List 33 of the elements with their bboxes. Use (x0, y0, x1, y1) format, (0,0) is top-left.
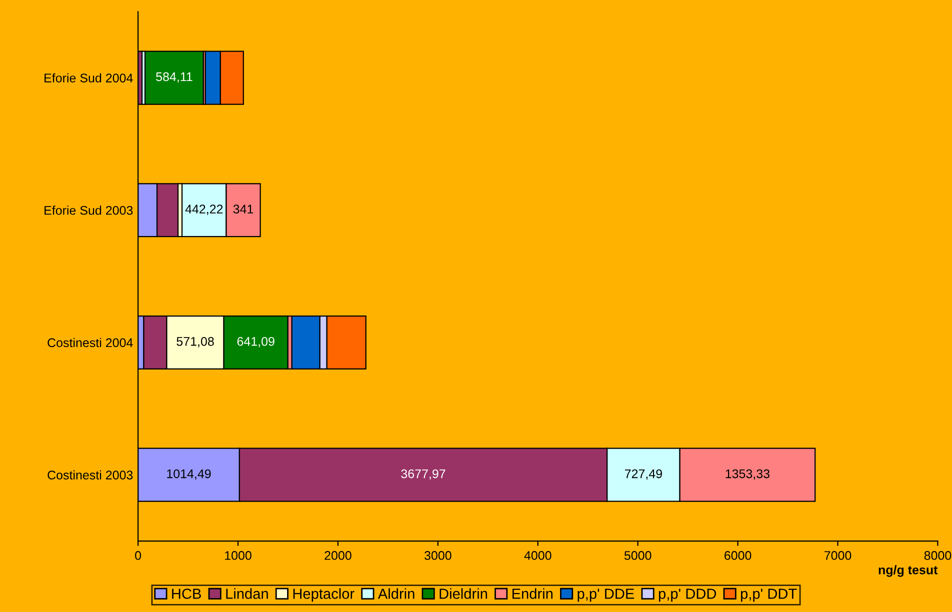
data-label: 1353,33 (726, 469, 770, 480)
y-tick-label: Costinesti 2004 (48, 338, 133, 348)
y-tick-label: Eforie Sud 2003 (44, 206, 133, 215)
data-label: 1014,49 (167, 469, 211, 480)
x-tick-label: 5000 (624, 551, 652, 560)
legend-label: HCB (172, 588, 201, 599)
legend-label: p,p' DDD (658, 588, 716, 602)
x-tick-label: 6000 (724, 551, 752, 560)
data-label: 584,11 (156, 72, 192, 83)
data-label: 341 (233, 204, 254, 214)
x-tick-label: 7000 (824, 551, 852, 560)
legend-label: Aldrin (378, 588, 414, 599)
data-label: 727,49 (624, 469, 662, 480)
x-tick-label: 8000 (924, 551, 952, 560)
x-tick-label: 1000 (225, 551, 252, 560)
x-tick-label: 2000 (324, 551, 352, 560)
data-label: 571,08 (176, 336, 214, 348)
x-tick-label: 3000 (424, 551, 452, 560)
data-label: 3677,97 (401, 469, 446, 480)
x-tick-label: 0 (135, 551, 142, 560)
y-tick-label: Costinesti 2003 (48, 470, 133, 480)
legend-label: Heptaclor (293, 588, 354, 602)
legend-label: Endrin (512, 588, 552, 599)
legend-label: p,p' DDT (740, 588, 797, 602)
legend-label: Dieldrin (440, 588, 488, 599)
legend-label: Lindan (226, 588, 268, 599)
x-tick-label: 4000 (524, 551, 552, 560)
data-label: 442,22 (185, 204, 223, 215)
x-axis-title: ng/g tesut (878, 565, 938, 577)
data-label: 641,09 (237, 336, 274, 348)
bar (144, 50, 204, 105)
y-tick-label: Eforie Sud 2004 (44, 73, 133, 82)
legend-label: p,p' DDE (578, 588, 634, 602)
